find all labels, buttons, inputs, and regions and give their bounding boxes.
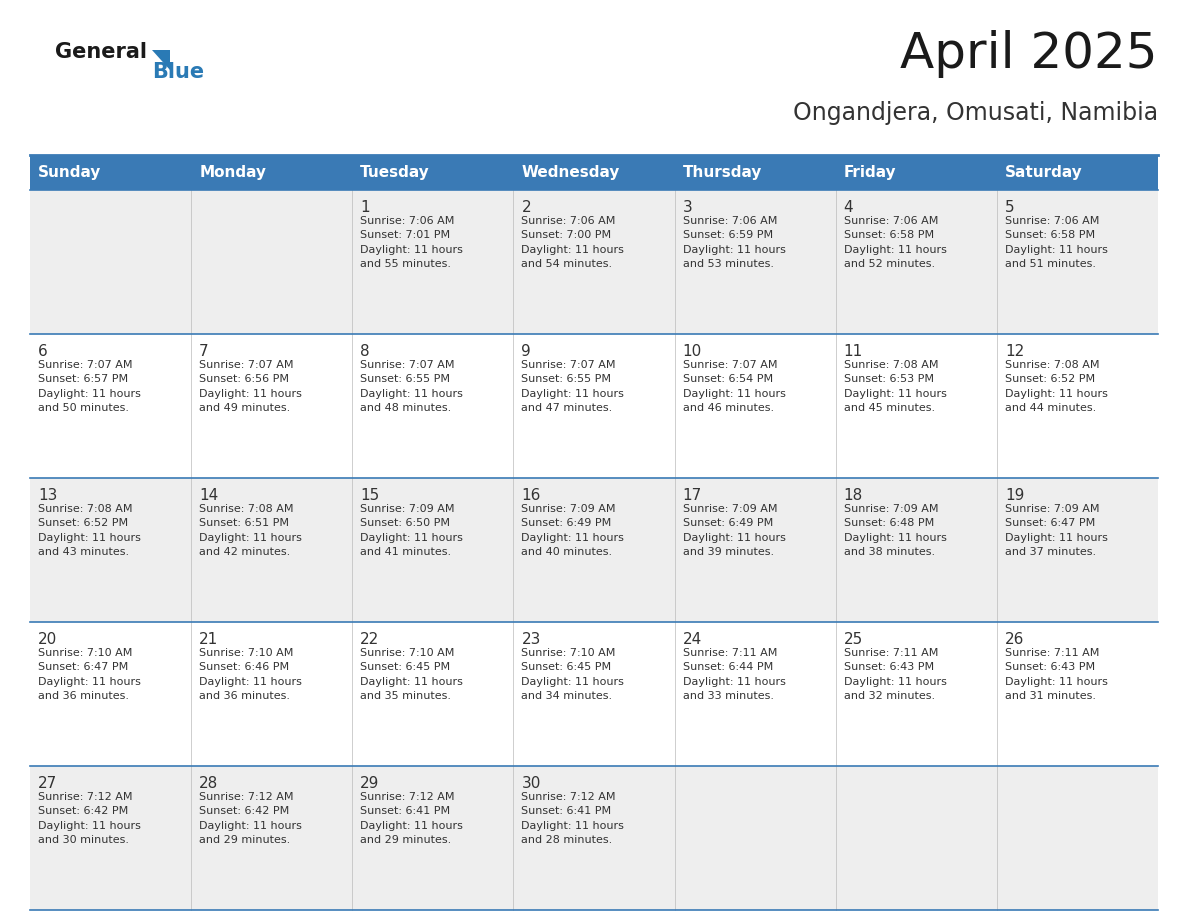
Text: Blue: Blue	[152, 62, 204, 82]
Text: 18: 18	[843, 488, 862, 503]
Text: Sunrise: 7:07 AM
Sunset: 6:54 PM
Daylight: 11 hours
and 46 minutes.: Sunrise: 7:07 AM Sunset: 6:54 PM Dayligh…	[683, 360, 785, 413]
Text: Monday: Monday	[200, 165, 266, 180]
Bar	[30, 334, 1158, 478]
Text: Friday: Friday	[843, 165, 896, 180]
Text: 20: 20	[38, 632, 57, 647]
Text: Sunrise: 7:09 AM
Sunset: 6:47 PM
Daylight: 11 hours
and 37 minutes.: Sunrise: 7:09 AM Sunset: 6:47 PM Dayligh…	[1005, 504, 1107, 557]
Text: Sunrise: 7:07 AM
Sunset: 6:57 PM
Daylight: 11 hours
and 50 minutes.: Sunrise: 7:07 AM Sunset: 6:57 PM Dayligh…	[38, 360, 141, 413]
Text: Sunrise: 7:09 AM
Sunset: 6:50 PM
Daylight: 11 hours
and 41 minutes.: Sunrise: 7:09 AM Sunset: 6:50 PM Dayligh…	[360, 504, 463, 557]
Text: 19: 19	[1005, 488, 1024, 503]
Text: 4: 4	[843, 200, 853, 215]
Text: 13: 13	[38, 488, 57, 503]
Text: Sunrise: 7:12 AM
Sunset: 6:42 PM
Daylight: 11 hours
and 30 minutes.: Sunrise: 7:12 AM Sunset: 6:42 PM Dayligh…	[38, 792, 141, 845]
Text: Tuesday: Tuesday	[360, 165, 430, 180]
Text: 5: 5	[1005, 200, 1015, 215]
Text: 7: 7	[200, 344, 209, 359]
Text: Sunrise: 7:10 AM
Sunset: 6:45 PM
Daylight: 11 hours
and 34 minutes.: Sunrise: 7:10 AM Sunset: 6:45 PM Dayligh…	[522, 648, 625, 701]
Bar	[30, 190, 1158, 334]
Text: Sunday: Sunday	[38, 165, 101, 180]
Text: 2: 2	[522, 200, 531, 215]
Text: Sunrise: 7:08 AM
Sunset: 6:51 PM
Daylight: 11 hours
and 42 minutes.: Sunrise: 7:08 AM Sunset: 6:51 PM Dayligh…	[200, 504, 302, 557]
Text: Sunrise: 7:12 AM
Sunset: 6:41 PM
Daylight: 11 hours
and 29 minutes.: Sunrise: 7:12 AM Sunset: 6:41 PM Dayligh…	[360, 792, 463, 845]
Text: 9: 9	[522, 344, 531, 359]
Bar	[30, 766, 1158, 910]
Text: Sunrise: 7:11 AM
Sunset: 6:43 PM
Daylight: 11 hours
and 31 minutes.: Sunrise: 7:11 AM Sunset: 6:43 PM Dayligh…	[1005, 648, 1107, 701]
Text: 29: 29	[360, 776, 380, 791]
Text: Sunrise: 7:09 AM
Sunset: 6:48 PM
Daylight: 11 hours
and 38 minutes.: Sunrise: 7:09 AM Sunset: 6:48 PM Dayligh…	[843, 504, 947, 557]
Text: Sunrise: 7:11 AM
Sunset: 6:43 PM
Daylight: 11 hours
and 32 minutes.: Sunrise: 7:11 AM Sunset: 6:43 PM Dayligh…	[843, 648, 947, 701]
Text: Sunrise: 7:08 AM
Sunset: 6:53 PM
Daylight: 11 hours
and 45 minutes.: Sunrise: 7:08 AM Sunset: 6:53 PM Dayligh…	[843, 360, 947, 413]
Text: Sunrise: 7:06 AM
Sunset: 6:58 PM
Daylight: 11 hours
and 52 minutes.: Sunrise: 7:06 AM Sunset: 6:58 PM Dayligh…	[843, 216, 947, 269]
Text: 8: 8	[360, 344, 369, 359]
Text: Sunrise: 7:09 AM
Sunset: 6:49 PM
Daylight: 11 hours
and 40 minutes.: Sunrise: 7:09 AM Sunset: 6:49 PM Dayligh…	[522, 504, 625, 557]
Text: 24: 24	[683, 632, 702, 647]
Text: Sunrise: 7:08 AM
Sunset: 6:52 PM
Daylight: 11 hours
and 43 minutes.: Sunrise: 7:08 AM Sunset: 6:52 PM Dayligh…	[38, 504, 141, 557]
Text: 27: 27	[38, 776, 57, 791]
Text: 15: 15	[360, 488, 379, 503]
Bar	[30, 622, 1158, 766]
Text: 22: 22	[360, 632, 379, 647]
Text: Ongandjera, Omusati, Namibia: Ongandjera, Omusati, Namibia	[792, 101, 1158, 125]
Bar	[30, 155, 1158, 190]
Text: Sunrise: 7:06 AM
Sunset: 7:01 PM
Daylight: 11 hours
and 55 minutes.: Sunrise: 7:06 AM Sunset: 7:01 PM Dayligh…	[360, 216, 463, 269]
Text: Sunrise: 7:10 AM
Sunset: 6:45 PM
Daylight: 11 hours
and 35 minutes.: Sunrise: 7:10 AM Sunset: 6:45 PM Dayligh…	[360, 648, 463, 701]
Text: Sunrise: 7:08 AM
Sunset: 6:52 PM
Daylight: 11 hours
and 44 minutes.: Sunrise: 7:08 AM Sunset: 6:52 PM Dayligh…	[1005, 360, 1107, 413]
Text: 10: 10	[683, 344, 702, 359]
Text: 16: 16	[522, 488, 541, 503]
Text: Sunrise: 7:06 AM
Sunset: 6:59 PM
Daylight: 11 hours
and 53 minutes.: Sunrise: 7:06 AM Sunset: 6:59 PM Dayligh…	[683, 216, 785, 269]
Text: Sunrise: 7:07 AM
Sunset: 6:55 PM
Daylight: 11 hours
and 48 minutes.: Sunrise: 7:07 AM Sunset: 6:55 PM Dayligh…	[360, 360, 463, 413]
Text: 17: 17	[683, 488, 702, 503]
Text: Saturday: Saturday	[1005, 165, 1082, 180]
Text: 1: 1	[360, 200, 369, 215]
Text: 12: 12	[1005, 344, 1024, 359]
Text: 14: 14	[200, 488, 219, 503]
Text: Sunrise: 7:06 AM
Sunset: 7:00 PM
Daylight: 11 hours
and 54 minutes.: Sunrise: 7:06 AM Sunset: 7:00 PM Dayligh…	[522, 216, 625, 269]
Text: Sunrise: 7:10 AM
Sunset: 6:46 PM
Daylight: 11 hours
and 36 minutes.: Sunrise: 7:10 AM Sunset: 6:46 PM Dayligh…	[200, 648, 302, 701]
Text: 28: 28	[200, 776, 219, 791]
Text: 6: 6	[38, 344, 48, 359]
Text: Sunrise: 7:10 AM
Sunset: 6:47 PM
Daylight: 11 hours
and 36 minutes.: Sunrise: 7:10 AM Sunset: 6:47 PM Dayligh…	[38, 648, 141, 701]
Text: 11: 11	[843, 344, 862, 359]
Text: 25: 25	[843, 632, 862, 647]
Text: 23: 23	[522, 632, 541, 647]
Text: Sunrise: 7:11 AM
Sunset: 6:44 PM
Daylight: 11 hours
and 33 minutes.: Sunrise: 7:11 AM Sunset: 6:44 PM Dayligh…	[683, 648, 785, 701]
Text: Sunrise: 7:09 AM
Sunset: 6:49 PM
Daylight: 11 hours
and 39 minutes.: Sunrise: 7:09 AM Sunset: 6:49 PM Dayligh…	[683, 504, 785, 557]
Text: 26: 26	[1005, 632, 1024, 647]
Polygon shape	[152, 50, 170, 70]
Text: Sunrise: 7:06 AM
Sunset: 6:58 PM
Daylight: 11 hours
and 51 minutes.: Sunrise: 7:06 AM Sunset: 6:58 PM Dayligh…	[1005, 216, 1107, 269]
Text: Sunrise: 7:07 AM
Sunset: 6:56 PM
Daylight: 11 hours
and 49 minutes.: Sunrise: 7:07 AM Sunset: 6:56 PM Dayligh…	[200, 360, 302, 413]
Text: 3: 3	[683, 200, 693, 215]
Bar	[30, 478, 1158, 622]
Text: Sunrise: 7:12 AM
Sunset: 6:41 PM
Daylight: 11 hours
and 28 minutes.: Sunrise: 7:12 AM Sunset: 6:41 PM Dayligh…	[522, 792, 625, 845]
Text: April 2025: April 2025	[901, 30, 1158, 78]
Text: Sunrise: 7:12 AM
Sunset: 6:42 PM
Daylight: 11 hours
and 29 minutes.: Sunrise: 7:12 AM Sunset: 6:42 PM Dayligh…	[200, 792, 302, 845]
Text: Wednesday: Wednesday	[522, 165, 620, 180]
Text: General: General	[55, 42, 147, 62]
Text: 30: 30	[522, 776, 541, 791]
Text: Thursday: Thursday	[683, 165, 762, 180]
Text: 21: 21	[200, 632, 219, 647]
Text: Sunrise: 7:07 AM
Sunset: 6:55 PM
Daylight: 11 hours
and 47 minutes.: Sunrise: 7:07 AM Sunset: 6:55 PM Dayligh…	[522, 360, 625, 413]
